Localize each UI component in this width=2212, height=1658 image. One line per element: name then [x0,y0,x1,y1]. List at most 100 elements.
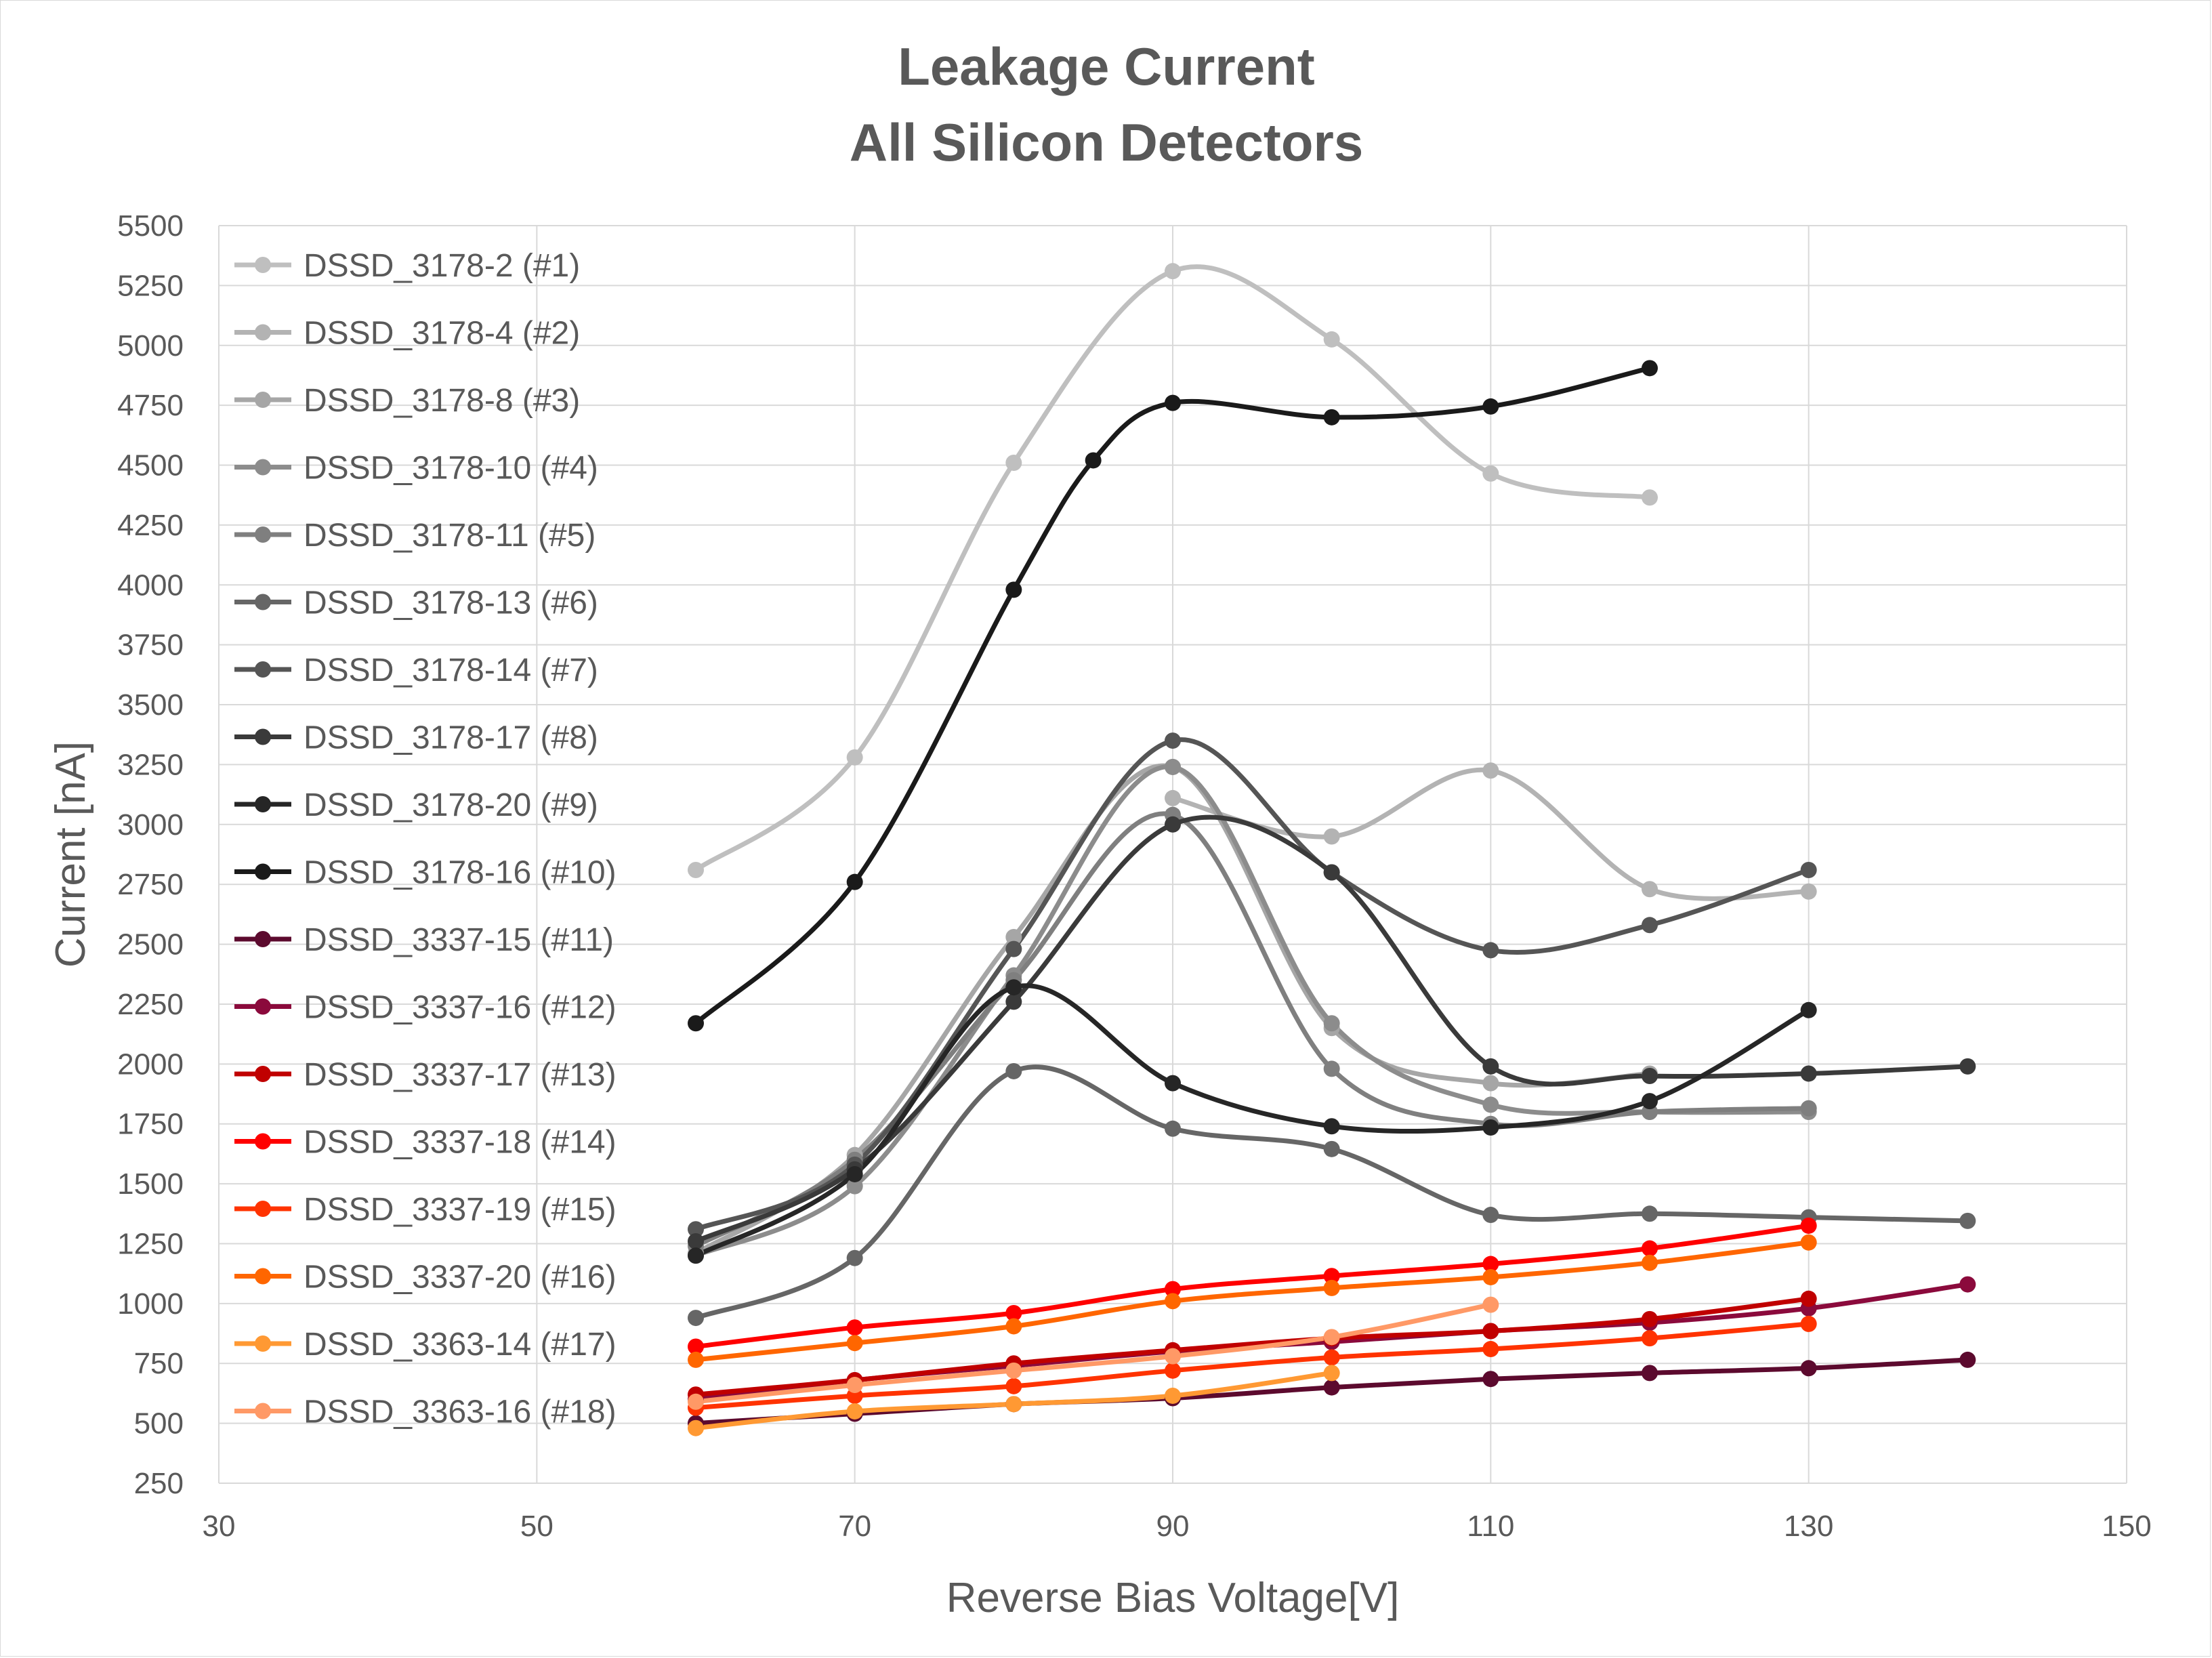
y-tick-label: 4750 [117,389,184,422]
data-point-s14-p7 [1642,1240,1658,1257]
chart-title-line-1: Leakage Current [898,37,1315,96]
legend-label: DSSD_3337-17 (#13) [304,1057,617,1093]
data-point-s8-p9 [1959,1058,1976,1075]
data-point-s11-p8 [1800,1360,1817,1377]
y-tick-label: 2250 [117,988,184,1021]
legend-item: DSSD_3337-20 (#16) [234,1260,617,1296]
data-point-s6-p1 [688,1310,704,1327]
data-point-s2-p4 [1642,881,1658,898]
data-point-s16-p8 [1800,1234,1817,1251]
legend-item: DSSD_3337-15 (#11) [234,922,614,958]
series-points [688,263,1976,1436]
data-point-s17-p4 [1165,1387,1181,1404]
legend-label: DSSD_3178-17 (#8) [304,720,598,756]
legend-label: DSSD_3178-4 (#2) [304,316,580,352]
legend-label: DSSD_3178-16 (#10) [304,855,617,891]
data-point-s10-p4 [1085,452,1102,469]
legend-swatch-marker [255,594,271,610]
data-point-s10-p7 [1482,398,1499,415]
data-point-s10-p3 [1005,581,1022,598]
data-point-s11-p5 [1323,1379,1340,1396]
data-point-s2-p1 [1165,789,1181,806]
legend-label: DSSD_3178-8 (#3) [304,383,580,419]
legend-item: DSSD_3178-13 (#6) [234,585,598,621]
y-tick-label: 250 [134,1467,184,1500]
data-point-s4-p6 [1482,1096,1499,1113]
legend-label: DSSD_3178-10 (#4) [304,451,598,486]
y-tick-label: 5250 [117,269,184,302]
y-tick-label: 4250 [117,509,184,542]
data-point-s9-p7 [1642,1093,1658,1110]
series-line-10 [693,365,1652,1026]
legend-swatch-marker [255,863,271,880]
data-point-s7-p8 [1800,861,1817,878]
data-point-s10-p6 [1323,409,1340,426]
data-point-s6-p2 [846,1249,863,1266]
x-axis-title: Reverse Bias Voltage[V] [946,1575,1400,1621]
data-point-s1-p5 [1323,331,1340,348]
legend-swatch-marker [255,1335,271,1352]
data-point-s6-p5 [1323,1140,1340,1157]
data-point-s1-p3 [1005,454,1022,471]
data-point-s14-p1 [688,1338,704,1355]
data-point-s14-p8 [1800,1217,1817,1234]
data-point-s16-p3 [1005,1318,1022,1335]
data-point-s6-p3 [1005,1062,1022,1079]
y-tick-label: 4500 [117,449,184,482]
data-point-s4-p2 [846,1178,863,1195]
x-tick-label: 70 [838,1510,871,1543]
data-point-s18-p5 [1323,1329,1340,1346]
data-point-s16-p7 [1642,1254,1658,1271]
data-point-s6-p9 [1959,1212,1976,1229]
legend-label: DSSD_3337-16 (#12) [304,990,617,1026]
legend-swatch-marker [255,1201,271,1217]
data-point-s18-p1 [688,1393,704,1410]
y-tick-label: 1250 [117,1227,184,1260]
data-point-s10-p8 [1642,360,1658,377]
y-tick-label: 4000 [117,568,184,602]
data-point-s9-p1 [688,1247,704,1264]
legend-swatch-marker [255,796,271,812]
data-point-s18-p3 [1005,1362,1022,1379]
data-point-s15-p7 [1642,1330,1658,1347]
legend-label: DSSD_3337-19 (#15) [304,1192,617,1228]
data-point-s16-p6 [1482,1268,1499,1285]
y-tick-label: 3500 [117,688,184,722]
legend-item: DSSD_3178-14 (#7) [234,652,598,688]
data-point-s10-p1 [688,1015,704,1032]
data-point-s7-p7 [1642,917,1658,934]
data-point-s7-p3 [1005,940,1022,957]
axes: 250 500 750 1000 1250 1500 1750 2000 2250 2500 275… [47,209,2152,1621]
data-point-s16-p4 [1165,1293,1181,1310]
legend-label: DSSD_3178-14 (#7) [304,652,598,688]
legend-swatch-marker [255,1403,271,1419]
data-point-s14-p4 [1165,1281,1181,1298]
y-tick-label: 2500 [117,928,184,961]
legend-swatch-marker [255,459,271,476]
data-point-s1-p4 [1165,263,1181,280]
data-point-s1-p2 [846,749,863,766]
data-point-s17-p2 [846,1403,863,1419]
data-point-s18-p6 [1482,1296,1499,1313]
y-tick-label: 1000 [117,1287,184,1321]
legend-item: DSSD_3178-17 (#8) [234,720,598,756]
legend-item: DSSD_3178-8 (#3) [234,383,580,419]
chart-title: Leakage Current All Silicon Detectors [850,37,1364,172]
y-tick-label: 5000 [117,329,184,362]
data-point-s15-p6 [1482,1341,1499,1358]
data-point-s13-p8 [1800,1290,1817,1307]
data-point-s2-p5 [1800,883,1817,900]
legend-item: DSSD_3337-16 (#12) [234,990,617,1026]
legend-item: DSSD_3337-18 (#14) [234,1125,617,1161]
data-point-s8-p5 [1323,864,1340,881]
legend-item: DSSD_3363-16 (#18) [234,1394,617,1430]
series-line-16 [693,1240,1812,1363]
legend-item: DSSD_3178-11 (#5) [234,518,596,554]
data-point-s16-p2 [846,1335,863,1352]
data-point-s8-p8 [1800,1065,1817,1082]
data-point-s17-p5 [1323,1365,1340,1382]
data-point-s4-p5 [1323,1015,1340,1032]
data-point-s9-p2 [846,1165,863,1182]
